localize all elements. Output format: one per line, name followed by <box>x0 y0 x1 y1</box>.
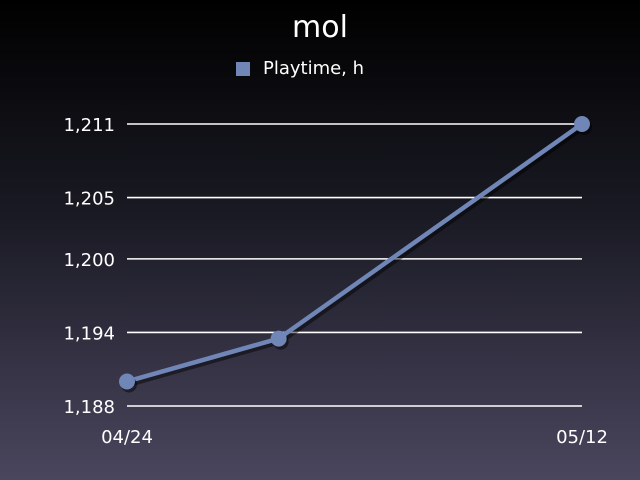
data-point <box>270 330 287 347</box>
y-tick-label: 1,200 <box>63 250 115 271</box>
y-axis-ticks: 1,188 1,194 1,200 1,205 1,211 <box>63 115 115 418</box>
legend-swatch <box>235 61 250 76</box>
chart-title: mol <box>292 10 348 45</box>
y-tick-label: 1,194 <box>63 323 115 344</box>
legend-label: Playtime, h <box>262 58 365 79</box>
x-axis-ticks: 04/24 05/12 <box>101 427 608 448</box>
x-tick-label: 05/12 <box>556 427 608 448</box>
gridlines <box>127 123 582 407</box>
series-line <box>126 122 584 384</box>
y-tick-label: 1,188 <box>63 397 115 418</box>
x-tick-label: 04/24 <box>101 427 153 448</box>
series-layer <box>119 116 592 393</box>
series-line-shadow <box>128 124 586 387</box>
data-point <box>119 373 135 390</box>
data-point <box>574 116 590 132</box>
legend: Playtime, h <box>0 58 640 79</box>
y-tick-label: 1,211 <box>63 115 115 136</box>
y-tick-label: 1,205 <box>63 189 115 210</box>
